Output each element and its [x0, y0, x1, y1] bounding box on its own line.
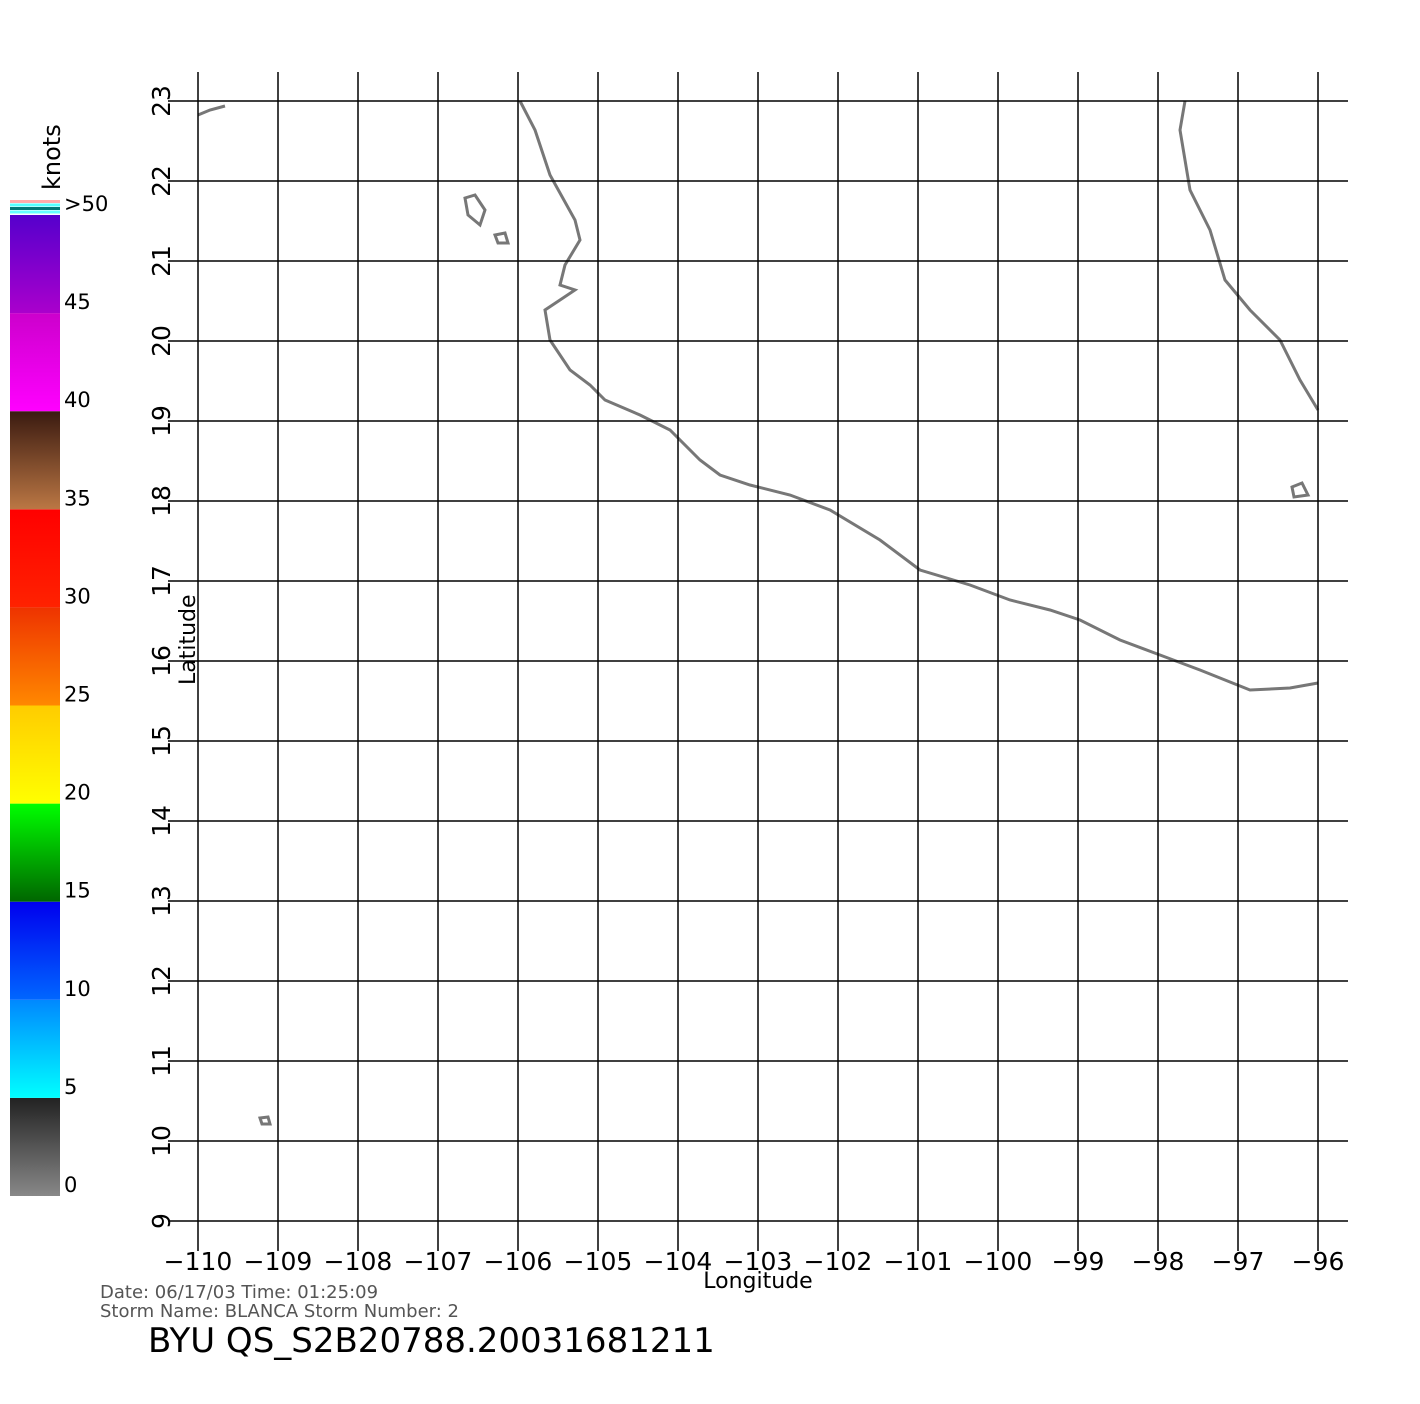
colorbar-cap [10, 207, 60, 210]
colorbar-tick-label: 30 [64, 584, 91, 608]
y-tick-label: 11 [147, 1045, 176, 1077]
colorbar-segment [10, 411, 60, 510]
x-tick-label: −96 [1292, 1247, 1345, 1276]
colorbar-segment [10, 901, 60, 1000]
y-tick-label: 20 [147, 325, 176, 357]
colorbar-segment [10, 313, 60, 412]
x-tick-label: −106 [484, 1247, 553, 1276]
y-tick-label: 12 [147, 965, 176, 997]
x-tick-label: −109 [244, 1247, 313, 1276]
x-tick-label: −105 [564, 1247, 633, 1276]
colorbar-segment [10, 607, 60, 706]
info-line: Storm Name: BLANCA Storm Number: 2 [100, 1301, 459, 1322]
x-tick-label: −104 [644, 1247, 713, 1276]
x-tick-label: −103 [724, 1247, 793, 1276]
colorbar-segment [10, 509, 60, 608]
chart-title: BYU QS_S2B20788.20031681211 [148, 1321, 715, 1361]
island [463, 193, 487, 228]
colorbar-tick-label: 10 [64, 977, 91, 1001]
x-tick-label: −102 [804, 1247, 873, 1276]
y-tick-label: 18 [147, 485, 176, 517]
colorbar-segment [10, 803, 60, 902]
colorbar-tick-label: >50 [64, 192, 108, 216]
island [257, 1115, 272, 1126]
colorbar-tick-label: 0 [64, 1173, 77, 1197]
x-axis-label: Longitude [703, 1269, 812, 1294]
colorbar-tick-label: 40 [64, 388, 91, 412]
coastline [197, 100, 1320, 1126]
x-tick-label: −107 [404, 1247, 473, 1276]
x-tick-label: −108 [324, 1247, 393, 1276]
x-tick-label: −100 [964, 1247, 1033, 1276]
island [1290, 481, 1311, 499]
colorbar-cap [10, 210, 60, 214]
y-tick-label: 15 [147, 725, 176, 757]
x-tick-label: −97 [1212, 1247, 1265, 1276]
colorbar-cap [10, 200, 60, 203]
y-tick-label: 19 [147, 405, 176, 437]
y-tick-label: 13 [147, 885, 176, 917]
x-tick-label: −98 [1132, 1247, 1185, 1276]
colorbar-segment [10, 999, 60, 1098]
island [492, 231, 511, 245]
colorbar-tick-label: 45 [64, 290, 91, 314]
colorbar-cap [10, 203, 60, 207]
coast-path [518, 100, 1319, 692]
coast-path [197, 104, 226, 117]
colorbar-tick-label: 25 [64, 683, 91, 707]
y-tick-label: 10 [147, 1125, 176, 1157]
colorbar-tick-label: 20 [64, 781, 91, 805]
colorbar-tick-label: 35 [64, 486, 91, 510]
colorbar-tick-label: 5 [64, 1075, 77, 1099]
colorbar-segment [10, 1097, 60, 1196]
colorbar-label: knots [38, 124, 66, 190]
colorbar-tick-label: 15 [64, 879, 91, 903]
x-tick-label: −101 [884, 1247, 953, 1276]
coast-path [1178, 100, 1320, 411]
y-tick-label: 17 [147, 565, 176, 597]
y-tick-label: 21 [147, 245, 176, 277]
y-tick-label: 14 [147, 805, 176, 837]
y-tick-label: 22 [147, 165, 176, 197]
colorbar-segment [10, 705, 60, 804]
y-axis-label: Latitude [176, 594, 201, 685]
y-tick-label: 23 [147, 85, 176, 117]
colorbar-segment [10, 215, 60, 314]
y-tick-label: 9 [147, 1213, 176, 1229]
x-tick-label: −110 [164, 1247, 233, 1276]
y-tick-label: 16 [147, 645, 176, 677]
x-tick-label: −99 [1052, 1247, 1105, 1276]
info-line: Date: 06/17/03 Time: 01:25:09 [100, 1282, 378, 1303]
